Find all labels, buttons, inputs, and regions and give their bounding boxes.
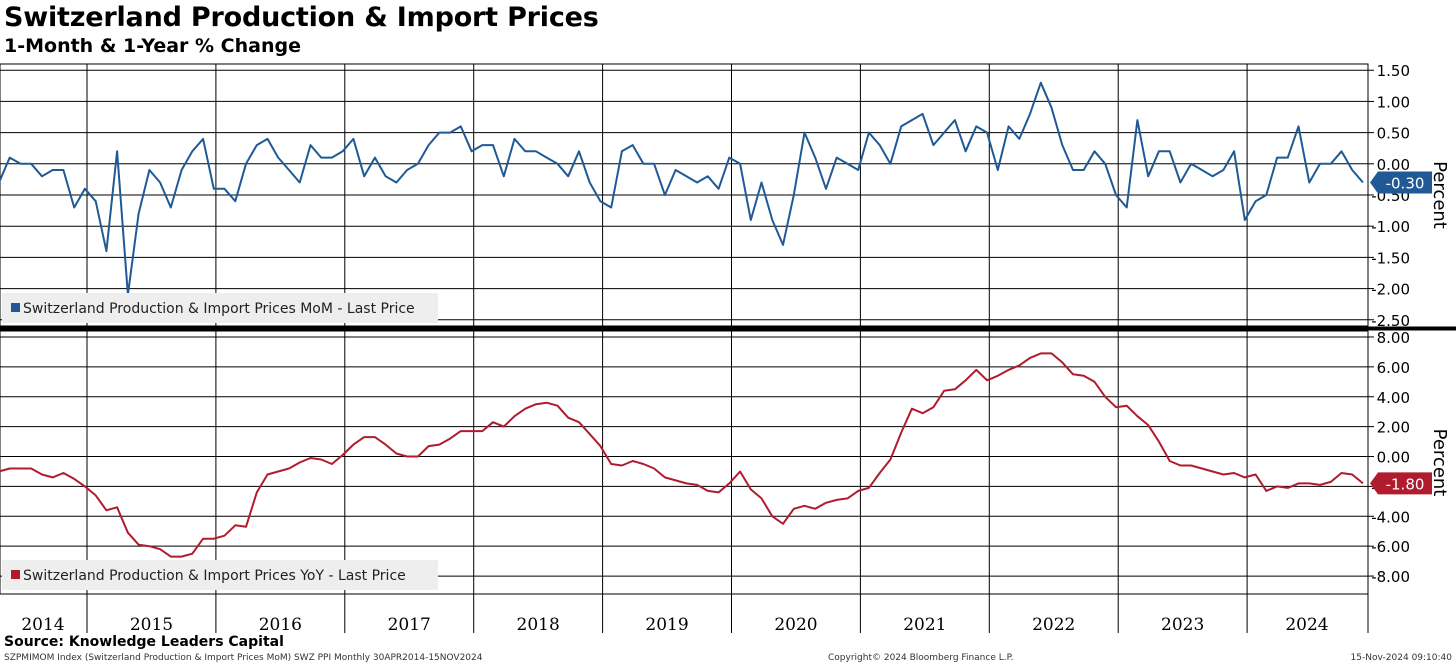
y-tick-label: 0.00 (1377, 156, 1410, 174)
y-tick-label: 0.00 (1377, 449, 1410, 467)
mom-panel: 1.501.000.500.00-0.50-1.00-1.50-2.00-2.5… (0, 62, 1450, 330)
y-tick-label: -2.50 (1371, 312, 1410, 330)
x-tick-label: 2019 (645, 615, 688, 635)
x-tick-label: 2015 (130, 615, 173, 635)
plot-border (0, 330, 1369, 595)
chart-subtitle: 1-Month & 1-Year % Change (4, 35, 301, 57)
legend-label: Switzerland Production & Import Prices Y… (23, 568, 406, 584)
x-tick-label: 2016 (259, 615, 302, 635)
x-tick-label: 2024 (1285, 615, 1328, 635)
y-tick-label: 0.50 (1377, 125, 1410, 143)
y-tick-label: 8.00 (1377, 329, 1410, 347)
last-value-tag (1370, 472, 1432, 495)
timestamp: 15-Nov-2024 09:10:40 (1350, 653, 1452, 663)
legend-swatch (11, 303, 20, 312)
index-info: SZPMIMOM Index (Switzerland Production &… (4, 653, 483, 663)
last-value-tag (1370, 171, 1432, 194)
x-tick-label: 2021 (903, 615, 946, 635)
source-note: Source: Knowledge Leaders Capital (4, 634, 284, 650)
y-tick-label: -1.50 (1371, 249, 1410, 267)
x-tick-label: 2017 (388, 615, 431, 635)
legend-swatch (11, 570, 20, 579)
last-value-label: -0.30 (1386, 175, 1425, 193)
y-tick-label: 1.50 (1377, 62, 1410, 80)
y-tick-label: -4.00 (1371, 508, 1410, 526)
copyright: Copyright© 2024 Bloomberg Finance L.P. (828, 653, 1014, 663)
y-tick-label: 2.00 (1377, 419, 1410, 437)
last-value-label: -1.80 (1386, 475, 1425, 493)
y-tick-label: -2.00 (1371, 281, 1410, 299)
y-axis-label: Percent (1429, 161, 1450, 229)
y-tick-label: 6.00 (1377, 359, 1410, 377)
legend-box (2, 293, 438, 323)
legend-box (2, 560, 438, 590)
x-tick-label: 2023 (1161, 615, 1204, 635)
x-tick-label: 2014 (21, 615, 64, 635)
chart-title: Switzerland Production & Import Prices (4, 2, 599, 33)
y-tick-label: 4.00 (1377, 389, 1410, 407)
series-line (0, 352, 1364, 558)
legend-label: Switzerland Production & Import Prices M… (23, 301, 415, 317)
x-tick-label: 2020 (774, 615, 817, 635)
x-tick-label: 2018 (517, 615, 560, 635)
y-tick-label: -1.00 (1371, 218, 1410, 236)
y-axis-label: Percent (1429, 429, 1450, 497)
y-tick-label: -6.00 (1371, 538, 1410, 556)
y-tick-label: 1.00 (1377, 93, 1410, 111)
y-tick-label: -8.00 (1371, 568, 1410, 586)
yoy-panel: 8.006.004.002.000.00-2.00-4.00-6.00-8.00… (0, 329, 1450, 595)
x-axis: 2014 2015 2016 2017 2018 2019 2020 2021 2022 2023… (0, 64, 1456, 635)
series-line (0, 81, 1364, 296)
x-tick-label: 2022 (1032, 615, 1075, 635)
